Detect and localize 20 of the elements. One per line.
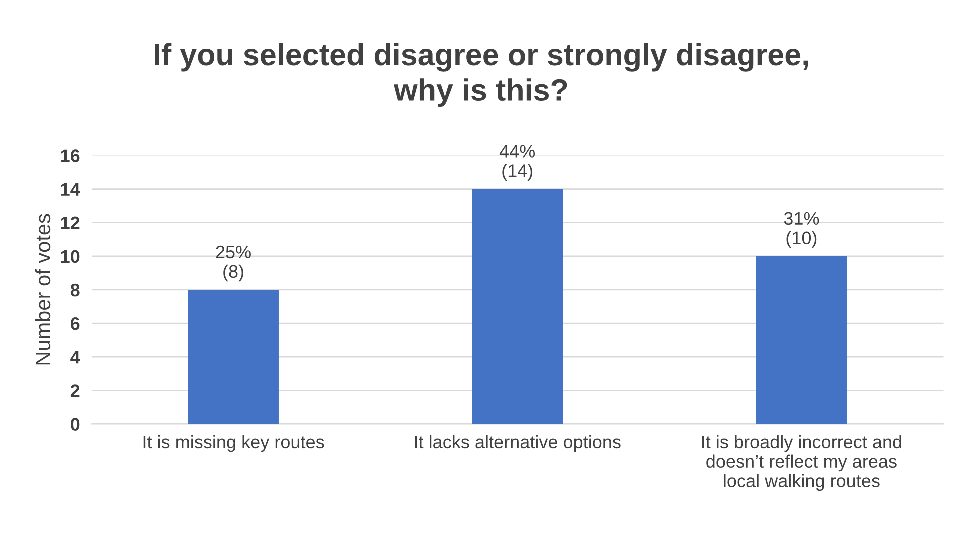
y-tick-label: 16 — [61, 150, 80, 162]
bar — [188, 290, 279, 424]
y-axis-title: Number of votes — [35, 214, 51, 365]
x-tick-label: It lacks alternative options — [415, 435, 621, 452]
y-tick-label: 12 — [61, 216, 80, 230]
data-label: 25% (8) — [216, 246, 251, 282]
y-tick-label: 0 — [71, 418, 80, 431]
y-tick-label: 10 — [61, 250, 80, 264]
y-tick-label: 14 — [61, 183, 80, 196]
y-tick-label: 4 — [70, 351, 80, 364]
y-tick-label: 6 — [70, 317, 80, 330]
chart-title: If you selected disagree or strongly disagree, why is this? — [154, 43, 808, 108]
y-tick-label: 2 — [70, 384, 80, 398]
y-tick-label: 8 — [70, 284, 80, 297]
data-label: 31% (10) — [784, 212, 820, 248]
x-tick-label: It is missing key routes — [144, 435, 324, 452]
bar — [756, 256, 848, 424]
bar — [472, 189, 564, 424]
x-tick-label: It is broadly incorrect and doesn’t reflect my areas local walking routes — [702, 435, 902, 492]
data-label: 44% (14) — [500, 145, 536, 181]
